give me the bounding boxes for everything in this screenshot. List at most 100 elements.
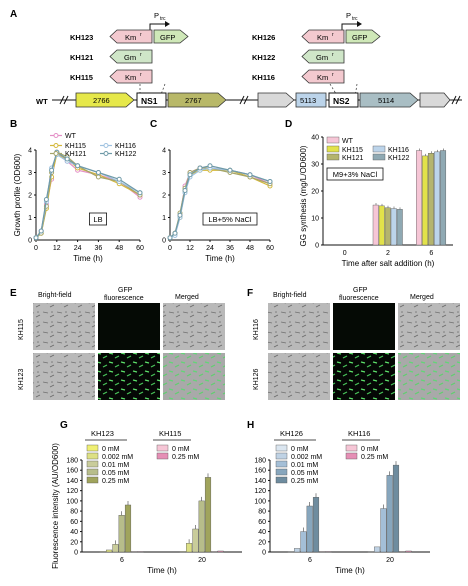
legend-label: 0.05 mM [102,470,129,477]
bar [396,209,403,246]
legend-label-kh116: KH116 [115,143,136,150]
category-label: 6 [308,557,312,564]
km-cassette: Km r [109,29,153,44]
y-axis-title: Fluorescence intensity (AU/OD600) [51,443,60,569]
legend-swatch [275,460,288,468]
legend-label: 0.01 mM [102,462,129,469]
y-tick-label: 3 [162,170,166,177]
category-label: 20 [198,557,206,564]
strain-kh123: KH123 [70,33,93,42]
y-tick-label: 160 [254,468,266,475]
chart-h: 0 20 40 60 80 100 120 140 160 180 Time (h) 6 20 KH126… [254,429,430,575]
y-axis-title: GG synthesis (mg/L/OD600) [299,145,308,246]
category-label: 6 [429,250,433,257]
y-tick-label: 140 [254,478,266,485]
strain-kh116: KH116 [252,73,275,82]
legend-swatch [86,444,99,452]
gene-gray [257,92,295,108]
legend-label-kh121: KH121 [65,151,87,158]
y-tick-label: 0 [262,550,266,557]
svg-text:r: r [140,32,142,38]
legend-label-wt: WT [342,138,354,145]
strain-kh121: KH121 [70,53,93,62]
bar [287,551,294,553]
data-point [75,163,81,169]
bar [131,551,138,553]
img-merged-kh126 [398,353,460,400]
svg-text:r: r [332,72,334,78]
panel-letter-g: G [60,420,68,431]
y-tick-label: 100 [66,498,78,505]
y-tick-label: 4 [28,148,32,155]
legend-label-kh115: KH115 [65,143,86,150]
condition-box [202,212,258,226]
row-kh123: KH123 [18,368,25,390]
img-bf-kh123 [33,353,95,400]
category-label: 2 [386,250,390,257]
y-tick-label: 40 [311,135,319,142]
x-tick-label: 12 [53,245,61,252]
bar [390,208,397,246]
legend-label: 0 mM [361,446,379,453]
bar [380,508,387,553]
legend-swatch [326,153,340,161]
km-cassette-2: Km r [109,69,153,84]
img-bf-kh126 [268,353,330,400]
y-tick-label: 0 [315,243,319,250]
legend-marker [53,143,59,148]
svg-text:Gm: Gm [124,53,136,62]
img-gfp-kh123 [98,353,160,400]
gfp-cassette-r: GFP [345,29,381,44]
svg-text:NS2: NS2 [333,96,350,106]
x-tick-label: 12 [186,245,194,252]
img-merged-kh123 [163,353,225,400]
data-point [167,235,173,241]
bar [372,204,379,246]
y-tick-label: 140 [66,478,78,485]
bar [192,528,199,553]
svg-text:Bright-field: Bright-field [273,292,307,299]
svg-text:2766: 2766 [93,96,110,105]
bar [294,548,301,553]
bar [399,551,406,553]
data-point [33,235,39,241]
data-point [267,179,273,184]
series-line-kh121 [35,151,141,239]
gene-ns2: NS2 [328,92,359,108]
gene-ns1: NS1 [136,92,167,108]
legend-group-2: KH115 [159,429,181,438]
gm-cassette-r: Gm r [301,49,345,64]
legend-swatch [275,444,288,452]
bar [378,205,385,246]
panel-letter-c: C [150,119,157,130]
svg-text:trc: trc [352,16,358,22]
bar [204,477,212,553]
svg-text:5114: 5114 [378,96,394,105]
y-tick-label: 4 [162,148,166,155]
legend-marker [53,151,59,156]
y-tick-label: 10 [311,216,319,223]
y-tick-label: 2 [162,193,166,200]
legend-label: 0.002 mM [102,454,133,461]
img-gfp-kh115 [98,303,160,350]
category-label: 0 [343,250,347,257]
strain-kh126: KH126 [252,33,275,42]
bar [99,551,106,553]
wt-label: WT [36,97,48,106]
data-point [43,197,49,202]
gm-cassette: Gm r [109,49,153,64]
x-tick-label: 0 [34,245,38,252]
legend-swatch [345,444,358,452]
svg-text:5113: 5113 [300,96,316,105]
x-tick-label: 60 [136,245,144,252]
y-tick-label: 180 [254,458,266,465]
bar [428,152,435,246]
img-merged-kh115 [163,303,225,350]
y-tick-label: 40 [70,529,78,536]
svg-text:r: r [140,72,142,78]
micro-left: Bright-field GFP fluorescence Merged KH1… [18,287,225,400]
img-gfp-kh116 [333,303,395,350]
gfp-cassette: GFP [153,29,189,44]
